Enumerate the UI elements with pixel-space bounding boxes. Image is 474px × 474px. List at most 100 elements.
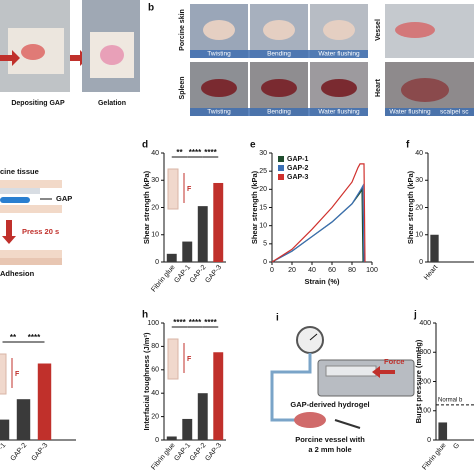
caption: Bending xyxy=(267,109,291,116)
y-tick-label: 200 xyxy=(419,378,431,385)
panel-label: b xyxy=(148,3,154,14)
photo-tissue xyxy=(201,79,237,97)
inset-schematic xyxy=(0,353,7,395)
x-axis-label: Strain (%) xyxy=(304,277,340,286)
row-label: Vessel xyxy=(375,19,382,41)
schematic-text: GAP xyxy=(56,194,72,203)
y-tick-label: 25 xyxy=(259,168,267,175)
photo-gel xyxy=(21,44,45,60)
significance: **** xyxy=(189,148,202,157)
photo-tissue xyxy=(261,79,297,97)
x-tick-label: Heart xyxy=(423,264,439,282)
line xyxy=(271,187,364,263)
x-tick-label: 100 xyxy=(366,267,378,274)
schematic-text: Press 20 s xyxy=(22,227,59,236)
schematic-text: Porcine vessel with xyxy=(295,435,365,444)
photo-gel xyxy=(100,45,124,65)
tissue-layer xyxy=(0,258,62,265)
legend-swatch xyxy=(278,174,284,180)
legend-swatch xyxy=(278,165,284,171)
arrow xyxy=(0,50,20,66)
y-tick-label: 0 xyxy=(155,259,159,266)
y-tick-label: 0 xyxy=(263,259,267,266)
bar xyxy=(16,399,31,440)
caption: scalpel sc xyxy=(440,109,469,116)
panel-label: j xyxy=(413,310,417,321)
y-tick-label: 20 xyxy=(259,186,267,193)
y-axis-label: Interfacial toughness (J/m²) xyxy=(142,332,151,430)
layer xyxy=(0,188,40,194)
significance: **** xyxy=(28,333,41,342)
inset-label: F xyxy=(15,371,20,378)
y-axis-label: Shear strength (kPa) xyxy=(142,170,151,244)
significance: ** xyxy=(10,333,17,342)
legend-label: GAP-2 xyxy=(287,165,309,172)
line xyxy=(271,163,366,263)
inset-schematic xyxy=(167,168,179,210)
y-tick-label: 100 xyxy=(419,408,431,415)
caption: Depositing GAP xyxy=(11,100,65,107)
schematic-text: Adhesion xyxy=(0,269,35,278)
caption-strip xyxy=(385,108,474,116)
schematic-text: Force xyxy=(384,357,404,366)
caption-strip xyxy=(190,108,368,116)
y-tick-label: 5 xyxy=(263,241,267,248)
y-tick-label: 15 xyxy=(259,204,267,211)
y-tick-label: 20 xyxy=(151,413,159,420)
inset-schematic xyxy=(167,338,179,380)
y-tick-label: 40 xyxy=(415,150,423,157)
syringe xyxy=(325,365,377,377)
y-axis-label: Shear strength (kPa) xyxy=(250,170,259,244)
y-tick-label: 10 xyxy=(415,232,423,239)
tube xyxy=(270,353,312,422)
bar xyxy=(37,363,52,440)
bar xyxy=(182,418,193,440)
photo-tissue xyxy=(321,79,357,97)
y-tick-label: 60 xyxy=(151,367,159,374)
caption-strip xyxy=(190,50,368,58)
significance: **** xyxy=(173,318,186,327)
photo-tissue xyxy=(323,20,355,40)
legend-label: GAP-1 xyxy=(287,156,309,163)
x-tick-label: Fibrin glue xyxy=(150,264,176,294)
schematic-text: GAP-derived hydrogel xyxy=(290,400,369,409)
x-tick-label: 20 xyxy=(288,267,296,274)
y-tick-label: 40 xyxy=(151,150,159,157)
caption: Water flushing xyxy=(389,109,431,116)
y-tick-label: 80 xyxy=(151,343,159,350)
y-tick-label: 30 xyxy=(415,177,423,184)
y-tick-label: 300 xyxy=(419,349,431,356)
panel-label: e xyxy=(250,140,256,151)
line xyxy=(271,183,365,263)
caption: Water flushing xyxy=(318,51,360,58)
x-tick-label: -1 xyxy=(0,442,8,451)
bar xyxy=(430,234,439,262)
tissue-layer xyxy=(0,180,62,188)
clamp xyxy=(334,419,361,429)
panel-label: d xyxy=(142,140,148,151)
photo-tissue xyxy=(203,20,235,40)
legend-swatch xyxy=(278,156,284,162)
panel-label: h xyxy=(142,310,148,321)
y-tick-label: 100 xyxy=(147,320,159,327)
y-tick-label: 30 xyxy=(151,177,159,184)
row-label: Spleen xyxy=(179,77,186,100)
photo-tissue xyxy=(395,22,435,38)
photo-tissue xyxy=(263,20,295,40)
bar xyxy=(0,419,10,440)
x-tick-label: 0 xyxy=(270,267,274,274)
x-tick-label: Fibrin glue xyxy=(150,442,176,472)
x-tick-label: GAP-2 xyxy=(10,442,29,463)
bar xyxy=(213,352,224,440)
caption: Water flushing xyxy=(318,109,360,116)
y-tick-label: 10 xyxy=(151,232,159,239)
inset-label: F xyxy=(187,186,192,193)
x-tick-label: Fibrin glue xyxy=(421,442,447,472)
bar xyxy=(197,393,208,440)
row-label: Heart xyxy=(375,78,382,97)
caption: Gelation xyxy=(98,100,126,107)
x-tick-label: GAP-3 xyxy=(204,442,223,463)
x-tick-label: 60 xyxy=(328,267,336,274)
significance: **** xyxy=(204,318,217,327)
caption: Twisting xyxy=(207,51,231,58)
